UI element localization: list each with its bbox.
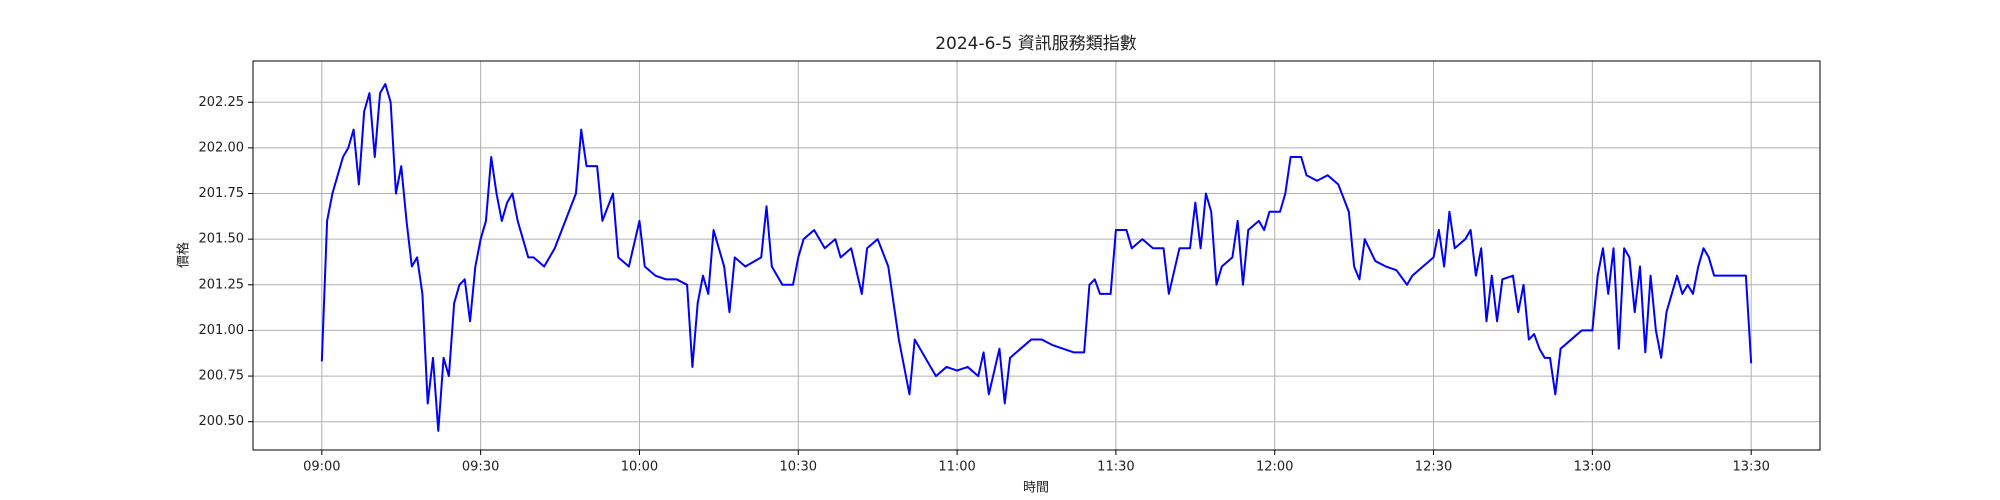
y-tick-label: 200.75 bbox=[199, 369, 245, 384]
y-axis-label: 價格 bbox=[176, 242, 192, 268]
x-axis-label: 時間 bbox=[1023, 481, 1049, 496]
x-tick-label: 10:00 bbox=[621, 460, 658, 475]
x-tick-label: 09:30 bbox=[462, 460, 499, 475]
y-tick-label: 202.00 bbox=[199, 140, 245, 155]
y-tick-label: 202.25 bbox=[199, 95, 245, 110]
x-tick-label: 10:30 bbox=[780, 460, 817, 475]
price-line bbox=[320, 83, 1753, 432]
x-tick-label: 13:00 bbox=[1574, 460, 1611, 475]
x-tick-label: 13:30 bbox=[1732, 460, 1769, 475]
x-tick-label: 12:30 bbox=[1415, 460, 1452, 475]
x-tick-label: 11:00 bbox=[938, 460, 975, 475]
y-tick-label: 201.75 bbox=[199, 186, 245, 201]
x-tick-label: 09:00 bbox=[303, 460, 340, 475]
y-tick-label: 201.25 bbox=[199, 277, 245, 292]
plot-frame bbox=[252, 60, 1821, 451]
y-tick-label: 201.50 bbox=[199, 232, 245, 247]
chart-title: 2024-6-5 資訊服務類指數 bbox=[935, 34, 1137, 54]
y-tick-label: 200.50 bbox=[199, 414, 245, 429]
x-tick-label: 11:30 bbox=[1097, 460, 1134, 475]
y-tick-label: 201.00 bbox=[199, 323, 245, 338]
x-tick-label: 12:00 bbox=[1256, 460, 1293, 475]
